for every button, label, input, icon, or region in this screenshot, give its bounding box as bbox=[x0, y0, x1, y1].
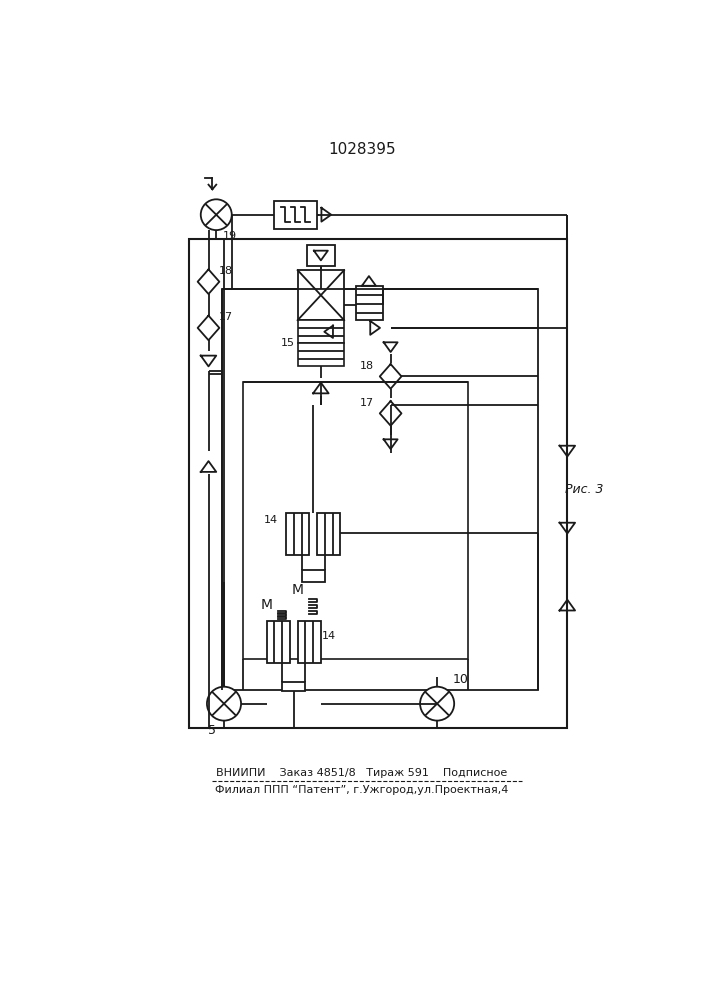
Bar bbox=[298, 320, 344, 343]
Bar bbox=[317, 513, 340, 555]
Text: Филиал ППП “Патент”, г.Ужгород,ул.Проектная,4: Филиал ППП “Патент”, г.Ужгород,ул.Проект… bbox=[215, 785, 508, 795]
Circle shape bbox=[201, 199, 232, 230]
Text: ВНИИПИ    Заказ 4851/8   Тираж 591    Подписное: ВНИИПИ Заказ 4851/8 Тираж 591 Подписное bbox=[216, 768, 508, 778]
Bar bbox=[301, 570, 325, 582]
Text: 14: 14 bbox=[322, 631, 336, 641]
Text: М: М bbox=[261, 598, 273, 612]
Text: 10: 10 bbox=[452, 673, 468, 686]
Text: 17: 17 bbox=[218, 312, 233, 322]
Bar bbox=[189, 239, 567, 728]
Text: М: М bbox=[291, 583, 303, 597]
Bar bbox=[274, 201, 317, 229]
Text: 14: 14 bbox=[264, 515, 278, 525]
Bar bbox=[298, 343, 344, 366]
Text: 17: 17 bbox=[361, 398, 375, 408]
Bar bbox=[222, 289, 538, 690]
Bar bbox=[307, 245, 335, 266]
Bar bbox=[356, 286, 383, 320]
Text: 18: 18 bbox=[218, 266, 233, 276]
Text: 5: 5 bbox=[209, 724, 216, 737]
Bar bbox=[267, 620, 290, 663]
Text: 18: 18 bbox=[361, 361, 375, 371]
Circle shape bbox=[207, 687, 241, 721]
Text: 1028395: 1028395 bbox=[328, 142, 396, 157]
Bar bbox=[282, 682, 305, 691]
Bar bbox=[243, 382, 468, 659]
Bar bbox=[298, 620, 321, 663]
Bar bbox=[298, 270, 344, 320]
Text: Рис. 3: Рис. 3 bbox=[565, 483, 604, 496]
Text: 19: 19 bbox=[223, 231, 238, 241]
Bar bbox=[286, 513, 309, 555]
Circle shape bbox=[420, 687, 454, 721]
Text: 15: 15 bbox=[281, 338, 296, 348]
